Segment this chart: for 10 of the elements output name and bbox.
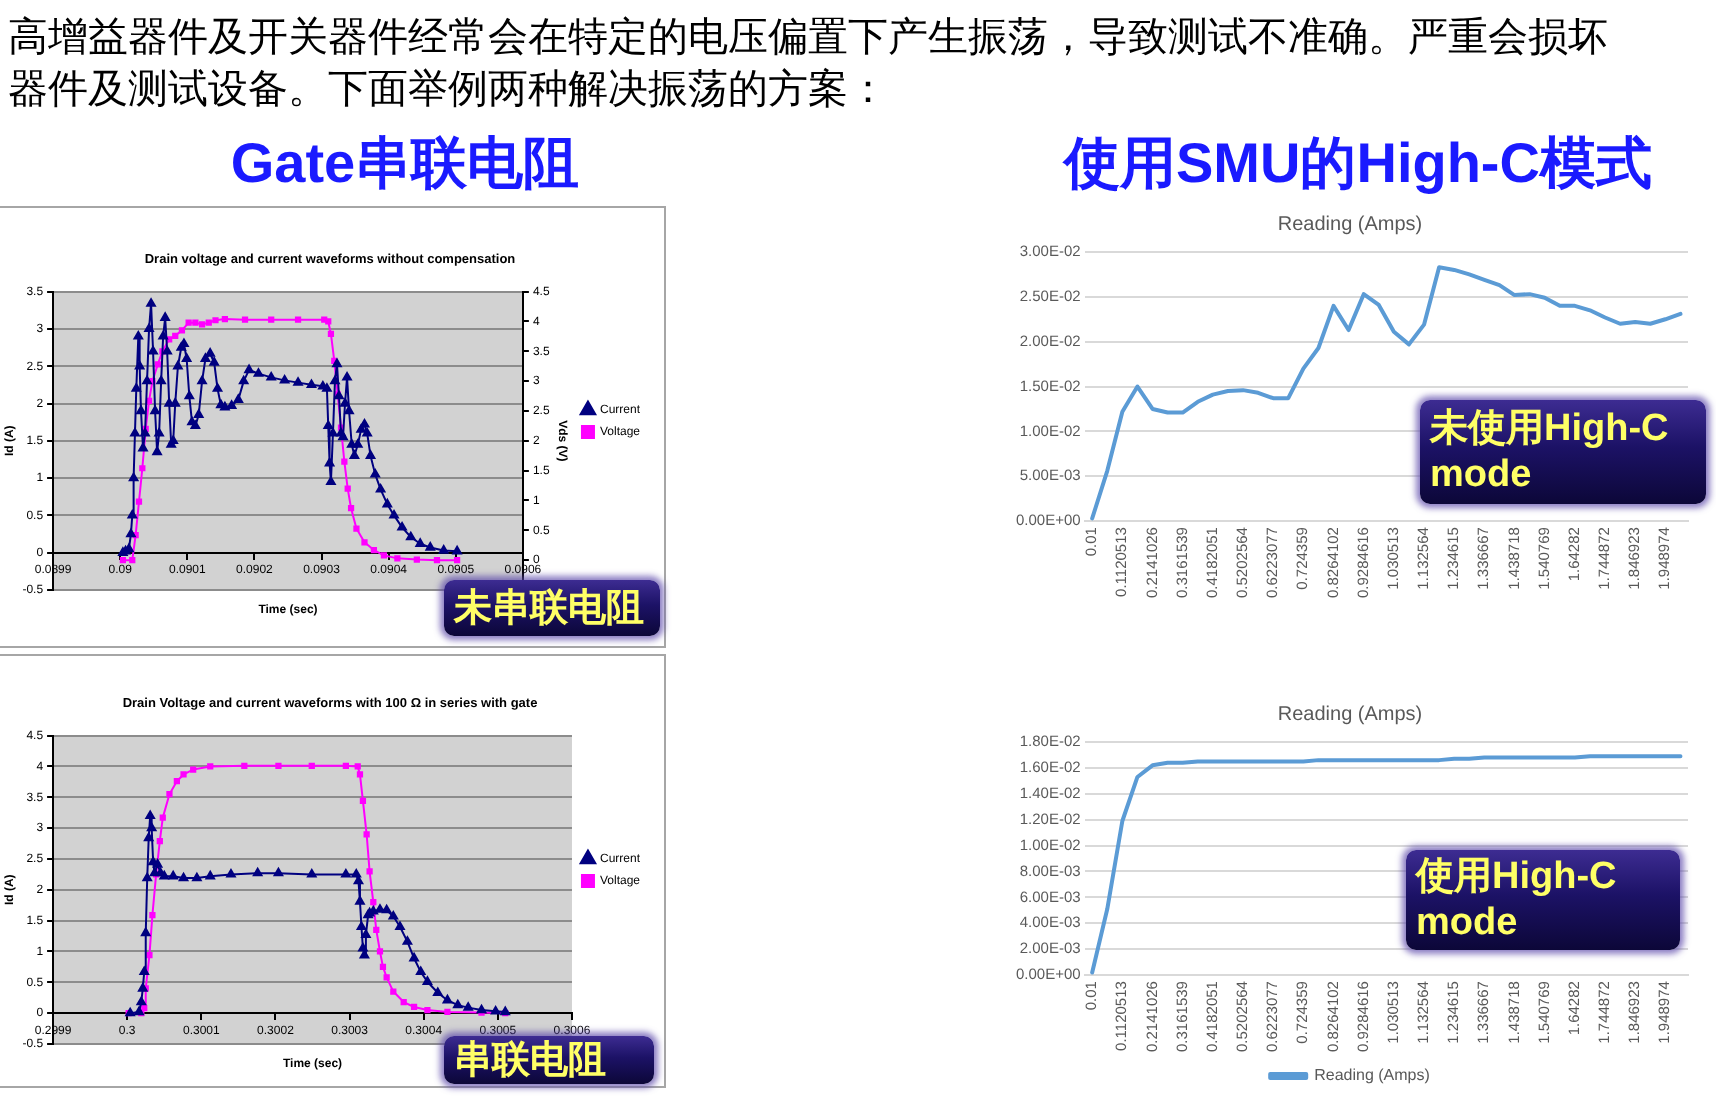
annotation: 使用High-C mode: [1416, 854, 1619, 946]
annotation: 未使用High-C mode: [1430, 406, 1671, 498]
chart-title: Reading (Amps): [1277, 703, 1423, 726]
annotation: 串联电阻: [454, 1037, 606, 1083]
text: 使用SMU的High-C模式: [1064, 132, 1652, 194]
text: 高增益器件及开关器件经常会在特定的电压偏置下产生振荡，导致测试不准确。严重会损坏器件及测试设备。下面举例两种解决振荡的方案：: [8, 14, 1610, 116]
text: Gate串联电阻: [230, 132, 580, 194]
chart-title: Reading (Amps): [1277, 213, 1423, 236]
legend-label: Reading (Amps): [1314, 1066, 1431, 1085]
annotation: 未串联电阻: [454, 585, 644, 631]
